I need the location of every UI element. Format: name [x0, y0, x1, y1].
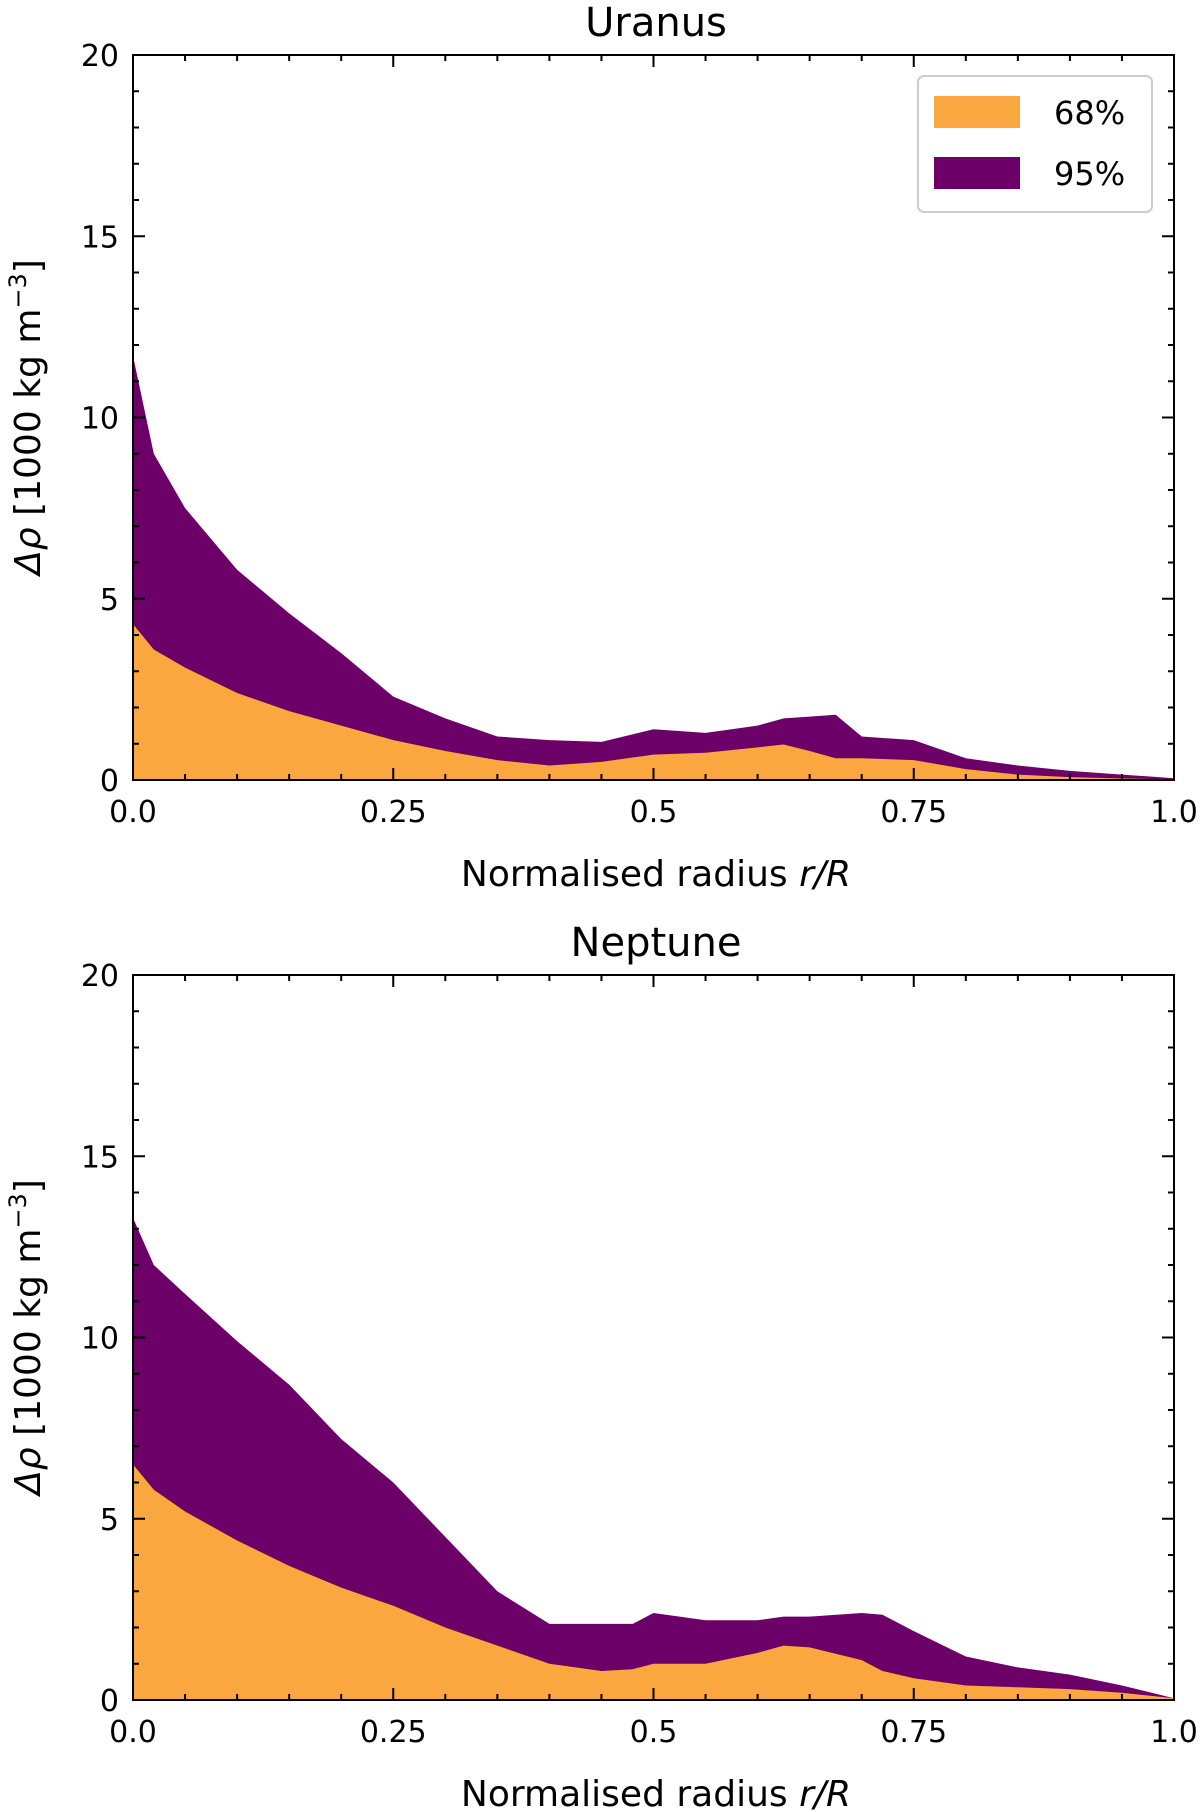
y-tick-label: 0 [100, 764, 119, 799]
x-tick-label: 0.5 [630, 795, 678, 830]
legend-swatch-95 [934, 157, 1020, 189]
neptune-panel: Neptune 0.0 0.25 0.5 0.75 1.0 0 5 10 15 20 Normal… [4, 920, 1198, 1812]
y-tick-label: 10 [81, 1322, 119, 1357]
y-tick-label: 10 [81, 402, 119, 437]
y-tick-label: 15 [81, 1140, 119, 1175]
uranus-ticks: 0.0 0.25 0.5 0.75 1.0 0 5 10 15 20 [81, 39, 1198, 830]
y-tick-label: 15 [81, 220, 119, 255]
x-tick-label: 0.75 [880, 795, 947, 830]
neptune-title: Neptune [571, 920, 742, 966]
uranus-x-axis-label: Normalised radius r/R [461, 854, 851, 895]
uranus-panel: Uranus 0.0 0.25 0.5 0.75 1.0 0 5 10 15 20 68% 95%… [4, 0, 1198, 895]
legend-swatch-68 [934, 96, 1020, 128]
neptune-areas [133, 1217, 1174, 1700]
y-tick-label: 20 [81, 959, 119, 994]
x-tick-label: 0.0 [109, 795, 157, 830]
x-tick-label: 1.0 [1150, 1715, 1198, 1750]
uranus-y-axis-label: Δρ [1000 kg m−3] [4, 259, 49, 578]
x-tick-label: 1.0 [1150, 795, 1198, 830]
x-tick-label: 0.25 [360, 1715, 427, 1750]
uranus-legend: 68% 95% [917, 75, 1153, 213]
y-tick-label: 5 [100, 1503, 119, 1538]
legend-label-95: 95% [1054, 155, 1125, 193]
x-tick-label: 0.0 [109, 1715, 157, 1750]
neptune-x-axis-label: Normalised radius r/R [461, 1774, 851, 1812]
x-tick-label: 0.75 [880, 1715, 947, 1750]
x-tick-label: 0.25 [360, 795, 427, 830]
area-95-percent [133, 1217, 1174, 1700]
y-tick-label: 20 [81, 39, 119, 74]
area-68-percent [133, 624, 1174, 780]
x-tick-label: 0.5 [630, 1715, 678, 1750]
legend-label-68: 68% [1054, 94, 1125, 132]
uranus-areas [133, 355, 1174, 780]
neptune-y-axis-label: Δρ [1000 kg m−3] [4, 1179, 49, 1498]
y-tick-label: 0 [100, 1684, 119, 1719]
uranus-title: Uranus [585, 0, 727, 46]
y-tick-label: 5 [100, 583, 119, 618]
area-68-percent [133, 1464, 1174, 1700]
uranus-plot-frame [132, 54, 1175, 781]
neptune-plot-frame [132, 974, 1175, 1701]
